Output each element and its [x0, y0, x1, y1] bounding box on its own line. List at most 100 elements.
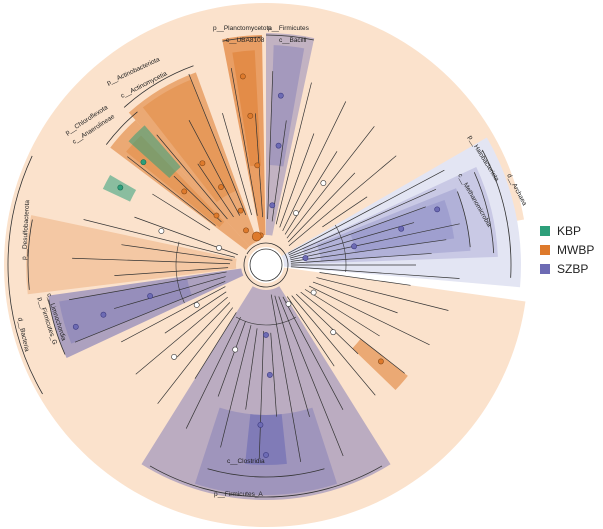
- legend-swatch-kbp: [540, 225, 550, 236]
- branch-12: [275, 82, 312, 225]
- branch-46: [114, 276, 226, 309]
- firmicutes-a-sector: [141, 286, 391, 500]
- branch-18: [288, 155, 397, 246]
- legend-label-kbp: KBP: [557, 223, 582, 238]
- root-arc: [243, 242, 289, 288]
- branch-53: [287, 169, 445, 254]
- branch-14: [282, 101, 347, 231]
- branch-51: [83, 219, 236, 258]
- branch-56: [289, 222, 415, 259]
- node-29: [293, 210, 299, 216]
- node-37: [251, 231, 262, 242]
- chloroflexota-arc: [105, 111, 138, 145]
- label-uba8108: c__UBA8108: [226, 37, 265, 44]
- label-desulfobacterota: p__Desulfobacterota: [21, 199, 31, 260]
- branch-28: [286, 296, 335, 367]
- branch-61: [290, 266, 460, 279]
- node-17: [147, 293, 153, 299]
- firmicutes-g-arc: [48, 299, 66, 355]
- desulfobacterota-sector: [25, 215, 237, 295]
- node-4: [199, 160, 206, 167]
- branch-13: [279, 133, 315, 228]
- branch-19: [322, 196, 368, 228]
- label-firmicutes-a: p__Firmicutes_A: [214, 491, 263, 498]
- branch-41: [176, 302, 231, 358]
- branch-6: [188, 73, 247, 216]
- legend-item-mwbp: MWBP: [540, 240, 594, 259]
- archaea-sector: [281, 137, 522, 288]
- node-35: [140, 159, 147, 166]
- inner-arc-1: [235, 316, 297, 326]
- branch-35: [245, 328, 258, 410]
- branch-54: [288, 189, 437, 256]
- branch-20: [319, 272, 411, 286]
- node-3: [218, 184, 224, 190]
- branch-45: [74, 281, 226, 343]
- branch-30: [278, 296, 344, 457]
- branch-21: [316, 277, 449, 311]
- branch-0: [152, 193, 211, 231]
- node-31: [216, 244, 222, 251]
- branch-29: [282, 296, 344, 410]
- node-6: [181, 188, 188, 195]
- legend-label-mwbp: MWBP: [557, 242, 595, 257]
- node-8: [247, 112, 254, 119]
- node-9: [239, 73, 246, 80]
- label-firmicutes: p__Firmicutes: [268, 25, 310, 32]
- node-19: [72, 323, 79, 330]
- branch-40: [157, 307, 234, 404]
- node-5: [213, 212, 220, 219]
- clostridia-inner-sector: [245, 414, 287, 466]
- branch-26: [295, 293, 359, 355]
- branch-43: [164, 291, 227, 334]
- node-2: [237, 207, 244, 214]
- halobacteriota-arc: [473, 172, 495, 254]
- methanomicrobia-sector: [316, 188, 471, 262]
- legend: KBP MWBP SZBP: [540, 221, 594, 278]
- node-13: [302, 255, 309, 261]
- actinobacteriota-sector: [128, 72, 258, 247]
- node-21: [266, 372, 273, 378]
- branch-25: [300, 291, 405, 374]
- desulfobacterota-arc: [27, 219, 33, 290]
- inner-arc-2: [335, 224, 347, 272]
- branch-7: [222, 113, 253, 216]
- actinobacteriota-arc: [123, 65, 194, 108]
- methanomicrobia-arc: [457, 191, 471, 248]
- branch-2: [173, 175, 222, 223]
- node-20: [263, 332, 269, 338]
- branch-23: [308, 285, 430, 346]
- node-34: [232, 346, 239, 353]
- node-25: [310, 289, 317, 296]
- branch-38: [185, 316, 241, 429]
- branch-32: [270, 294, 302, 463]
- legend-item-szbp: SZBP: [540, 259, 594, 278]
- node-30: [320, 180, 327, 186]
- branch-24: [304, 289, 380, 337]
- actinomycetia-sector: [142, 79, 237, 202]
- branch-22: [312, 281, 398, 314]
- firmicutes-a-arc: [149, 465, 383, 498]
- clostridia-arc: [207, 468, 325, 478]
- label-planctomycetota: p__Planctomycetota: [213, 25, 272, 32]
- legend-swatch-mwbp: [540, 244, 550, 255]
- node-23: [263, 452, 269, 458]
- bacteria-arc: [7, 155, 43, 395]
- limnochordia-sector: [59, 278, 192, 344]
- branch-44: [121, 286, 226, 343]
- node-26: [330, 329, 337, 336]
- node-12: [277, 92, 284, 99]
- node-22: [257, 422, 264, 428]
- node-1: [243, 227, 249, 234]
- branch-16: [286, 126, 375, 239]
- clade-sectors: [4, 2, 526, 527]
- node-10: [269, 202, 276, 209]
- legend-item-kbp: KBP: [540, 221, 594, 240]
- node-18: [100, 311, 107, 318]
- label-clostridia: c__Clostridia: [227, 458, 265, 465]
- branch-15: [284, 151, 338, 235]
- node-27: [193, 302, 200, 308]
- tree-nodes: [72, 73, 441, 458]
- branch-48: [114, 267, 229, 276]
